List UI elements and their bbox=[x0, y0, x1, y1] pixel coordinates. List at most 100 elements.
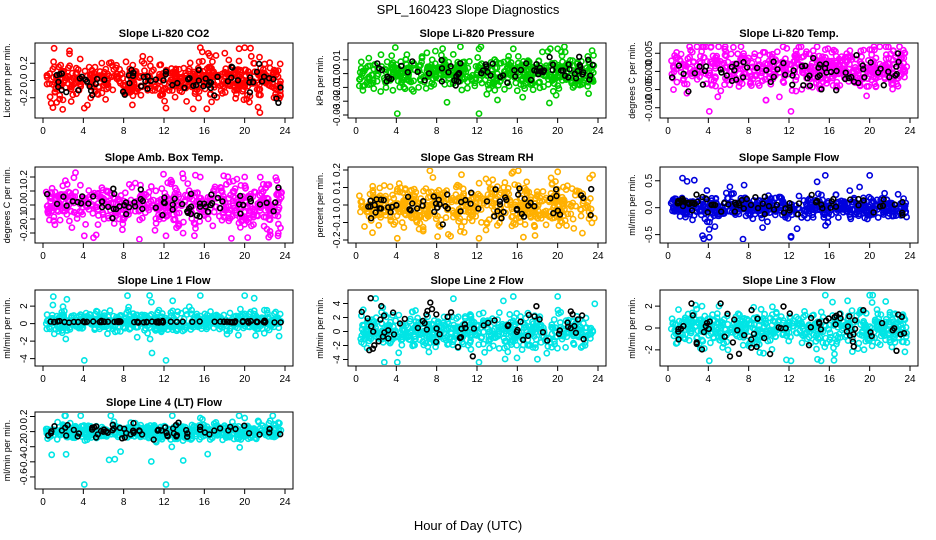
data-point bbox=[548, 323, 555, 331]
hourly-point bbox=[524, 332, 532, 340]
y-tick-label: 0.1 bbox=[19, 184, 30, 198]
hourly-point bbox=[431, 208, 438, 216]
y-tick-label: 0.00 bbox=[332, 63, 343, 83]
data-point bbox=[838, 200, 846, 207]
data-point bbox=[195, 58, 203, 66]
data-point bbox=[119, 226, 126, 234]
data-point bbox=[273, 190, 281, 197]
point-cloud bbox=[357, 293, 599, 365]
hourly-point bbox=[140, 73, 147, 81]
data-point bbox=[359, 82, 367, 90]
hourly-point bbox=[217, 318, 224, 325]
data-point bbox=[119, 220, 127, 228]
data-point bbox=[471, 82, 479, 90]
data-point bbox=[830, 46, 838, 54]
data-point bbox=[140, 60, 148, 67]
data-point bbox=[846, 187, 854, 194]
data-point bbox=[127, 324, 135, 332]
data-point bbox=[266, 64, 274, 72]
data-point bbox=[377, 51, 385, 59]
data-point bbox=[59, 96, 67, 104]
figure-title: SPL_160423 Slope Diagnostics bbox=[377, 2, 560, 17]
hourly-point bbox=[704, 209, 711, 216]
data-point bbox=[824, 197, 832, 205]
hourly-point bbox=[375, 65, 383, 72]
data-point bbox=[537, 338, 545, 346]
hourly-point bbox=[584, 56, 592, 63]
data-point bbox=[456, 227, 464, 235]
hourly-point bbox=[467, 200, 474, 207]
data-point bbox=[98, 59, 106, 67]
data-point bbox=[133, 333, 141, 341]
data-point bbox=[210, 83, 218, 91]
data-point bbox=[136, 235, 143, 242]
data-point bbox=[393, 110, 401, 117]
hourly-point bbox=[196, 318, 203, 325]
y-axis-label: degrees C per min. bbox=[2, 167, 12, 244]
data-point bbox=[405, 77, 413, 85]
hourly-point bbox=[187, 203, 195, 210]
data-point bbox=[148, 349, 156, 357]
data-point bbox=[147, 197, 155, 205]
data-point bbox=[227, 234, 235, 242]
hourly-point bbox=[388, 75, 395, 83]
data-point bbox=[443, 98, 451, 106]
data-point bbox=[670, 86, 677, 93]
data-point bbox=[158, 310, 166, 317]
hourly-point bbox=[211, 92, 218, 99]
x-tick-label: 4 bbox=[706, 374, 712, 385]
hourly-point bbox=[802, 62, 809, 70]
hourly-point bbox=[69, 198, 77, 205]
data-point bbox=[584, 53, 592, 60]
hourly-point bbox=[483, 198, 491, 205]
hourly-point bbox=[461, 321, 469, 328]
y-tick-label: 0.2 bbox=[19, 56, 30, 70]
data-point bbox=[53, 99, 61, 106]
data-point bbox=[146, 55, 154, 63]
hourly-point bbox=[587, 211, 594, 219]
y-axis-label: ml/min per min. bbox=[627, 297, 637, 359]
data-point bbox=[508, 222, 516, 230]
point-cloud bbox=[42, 169, 285, 242]
hourly-point bbox=[813, 197, 821, 205]
data-point bbox=[183, 310, 191, 318]
data-point bbox=[124, 292, 131, 300]
hourly-point bbox=[668, 74, 676, 81]
hourly-point bbox=[377, 205, 385, 212]
hourly-point bbox=[531, 203, 538, 210]
hourly-point bbox=[77, 200, 85, 207]
hourly-point bbox=[879, 202, 887, 210]
data-point bbox=[537, 214, 545, 222]
data-point bbox=[49, 293, 57, 300]
data-point bbox=[463, 84, 471, 92]
hourly-point bbox=[152, 204, 160, 211]
data-point bbox=[67, 98, 75, 105]
data-point bbox=[475, 341, 483, 348]
panel-title: Slope Amb. Box Temp. bbox=[105, 152, 224, 164]
data-point bbox=[700, 201, 707, 208]
hourly-point bbox=[533, 60, 540, 68]
hourly-point bbox=[717, 66, 724, 73]
data-point bbox=[767, 80, 775, 88]
data-point bbox=[85, 205, 93, 213]
data-point bbox=[389, 86, 397, 94]
data-point bbox=[220, 172, 228, 180]
data-point bbox=[425, 348, 433, 356]
hourly-point bbox=[761, 210, 768, 218]
hourly-point bbox=[720, 199, 728, 207]
data-point bbox=[514, 182, 522, 189]
data-point bbox=[50, 44, 58, 52]
data-point bbox=[482, 175, 490, 183]
y-tick-label: 2 bbox=[644, 303, 655, 309]
data-point bbox=[684, 55, 692, 63]
data-point bbox=[395, 180, 403, 187]
data-point bbox=[393, 358, 401, 365]
data-point bbox=[706, 218, 713, 226]
data-point bbox=[529, 327, 537, 335]
data-point bbox=[226, 309, 234, 317]
y-tick-label: 0.0 bbox=[19, 73, 30, 87]
data-point bbox=[501, 85, 508, 93]
data-point bbox=[74, 66, 82, 73]
hourly-point bbox=[409, 58, 416, 65]
